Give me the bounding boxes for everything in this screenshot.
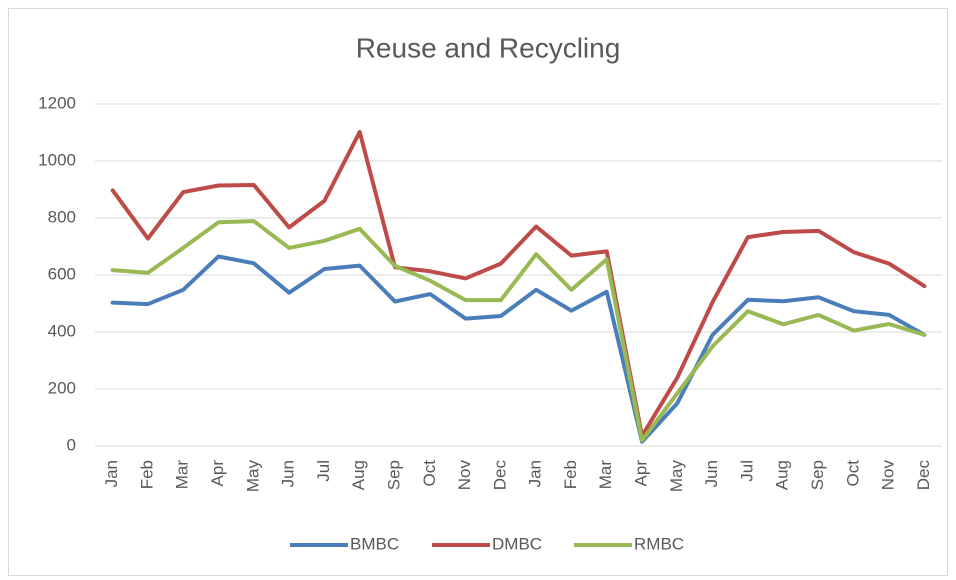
x-tick-label: Nov [879,460,898,491]
x-tick-label: Feb [561,460,580,489]
x-tick-label: Nov [455,460,474,491]
x-tick-label: May [243,460,262,493]
x-tick-label: Jun [279,460,298,487]
x-tick-label: Dec [914,460,933,491]
legend-label: DMBC [492,534,542,553]
x-tick-label: Jan [526,460,545,487]
series-line [110,254,927,444]
x-tick-label: Apr [208,460,227,487]
x-tick-label: May [667,460,686,493]
chart-border [8,8,948,576]
x-tick-label: Jun [702,460,721,487]
legend-label: BMBC [350,534,399,553]
x-tick-label: Dec [490,460,509,491]
x-tick-label: Sep [808,460,827,490]
x-tick-label: Jul [314,460,333,482]
x-tick-label: Mar [596,460,615,490]
y-tick-label: 400 [48,321,76,340]
series-line [110,219,927,443]
x-tick-label: Aug [773,460,792,490]
series-line [110,129,927,439]
y-tick-label: 1200 [38,93,76,112]
legend-label: RMBC [634,534,684,553]
x-tick-label: Mar [173,460,192,490]
y-tick-label: 600 [48,264,76,283]
y-tick-label: 200 [48,378,76,397]
x-tick-label: Feb [137,460,156,489]
x-tick-label: Sep [384,460,403,490]
x-tick-label: Jan [102,460,121,487]
x-tick-label: Jul [737,460,756,482]
y-tick-label: 1000 [38,150,76,169]
chart-title: Reuse and Recycling [356,32,621,63]
x-tick-label: Apr [632,460,651,487]
y-tick-label: 800 [48,207,76,226]
x-tick-label: Oct [420,460,439,487]
x-tick-label: Aug [349,460,368,490]
y-tick-label: 0 [67,435,76,454]
x-tick-label: Oct [843,460,862,487]
